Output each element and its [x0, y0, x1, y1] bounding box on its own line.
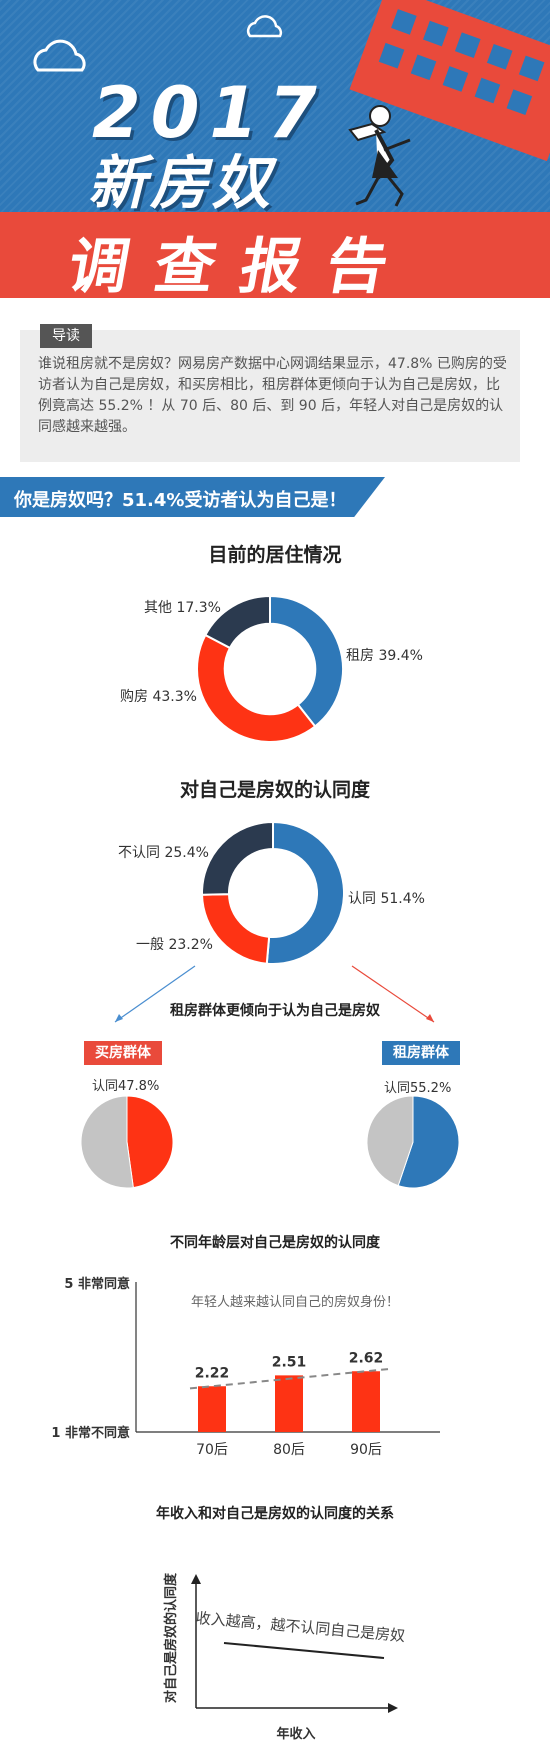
tag-renters: 租房群体 [382, 1041, 460, 1065]
bar-value-label: 2.22 [195, 1365, 230, 1381]
bar-category-label: 90后 [350, 1442, 382, 1458]
pie-chart-buyers [80, 1095, 174, 1189]
bar-value-label: 2.51 [272, 1354, 307, 1370]
renters-agree-label: 认同55.2% [384, 1081, 452, 1096]
comparison-arrows [114, 965, 435, 1023]
banner-text: 调查报告 [62, 232, 420, 302]
slice-label-disagree: 不认同 25.4% [118, 845, 209, 861]
question-banner [0, 477, 385, 517]
comparison-caption: 租房群体更倾向于认为自己是房奴 [170, 1003, 380, 1019]
slice-label-other: 其他 17.3% [144, 600, 221, 616]
question-banner-text: 你是房奴吗？51.4%受访者认为自己是！ [14, 490, 347, 511]
x-axis-label: 年收入 [276, 1726, 315, 1742]
y-axis-label: 对自己是房奴的认同度 [163, 1572, 179, 1703]
lead-text: 谁说租房就不是房奴？网易房产数据中心网调结果显示，47.8% 已购房的受访者认为… [38, 356, 507, 435]
bar-2 [275, 1375, 303, 1432]
slice-rent [269, 594, 344, 728]
chart-residence-title: 目前的居住情况 [208, 544, 342, 566]
x-axis-arrow [388, 1703, 398, 1713]
slice-buyers-agree [126, 1095, 174, 1189]
lead-box [20, 330, 520, 462]
slice-label-agree: 认同 51.4% [348, 891, 425, 907]
slice-renters-rest [366, 1095, 414, 1187]
buyers-agree-label: 认同47.8% [92, 1079, 160, 1094]
lead-badge: 导读 [40, 324, 92, 348]
bar-annotation: 年轻人越来越认同自己的房奴身份！ [191, 1294, 399, 1310]
person-icon [348, 105, 411, 207]
bar-3 [352, 1371, 380, 1432]
bar-chart-age: 5 非常同意 1 非常不同意 年轻人越来越认同自己的房奴身份！ 2.22 70后 2.51… [51, 1276, 440, 1458]
slice-buy [196, 633, 317, 743]
header-art [33, 0, 550, 207]
slice-other [204, 594, 271, 650]
slice-label-neutral: 一般 23.2% [136, 937, 213, 953]
trend-line [189, 1368, 389, 1390]
header-year: 2017 [92, 72, 327, 154]
slice-label-buy: 购房 43.3% [120, 689, 197, 705]
income-annotation: 收入越高，越不认同自己是房奴 [195, 1609, 406, 1645]
y-axis-arrow [191, 1574, 201, 1584]
y-top-label: 5 非常同意 [64, 1276, 130, 1292]
bar-category-label: 80后 [273, 1442, 305, 1458]
building-icon [349, 0, 550, 162]
bar-1 [198, 1386, 226, 1432]
cloud-icon [246, 15, 283, 38]
pie-chart-renters [366, 1095, 460, 1189]
slice-agree [265, 820, 346, 965]
bar-category-label: 70后 [196, 1442, 228, 1458]
y-bottom-label: 1 非常不同意 [51, 1425, 130, 1441]
line-chart-title: 年收入和对自己是房奴的认同度的关系 [156, 1506, 394, 1522]
cloud-icon [33, 39, 86, 72]
title-banner [0, 212, 550, 298]
slice-buyers-rest [80, 1095, 134, 1189]
bar-chart-title: 不同年龄层对自己是房奴的认同度 [170, 1235, 380, 1251]
bar-value-label: 2.62 [349, 1350, 384, 1366]
chart-identity-title: 对自己是房奴的认同度 [179, 779, 370, 801]
slice-label-rent: 租房 39.4% [346, 648, 423, 664]
donut-chart-identity [200, 820, 346, 965]
tag-buyers: 买房群体 [84, 1041, 162, 1065]
slice-disagree [201, 820, 274, 896]
trend-line [223, 1642, 385, 1659]
header-title: 新房奴 [88, 149, 275, 217]
donut-chart-residence [196, 594, 344, 743]
